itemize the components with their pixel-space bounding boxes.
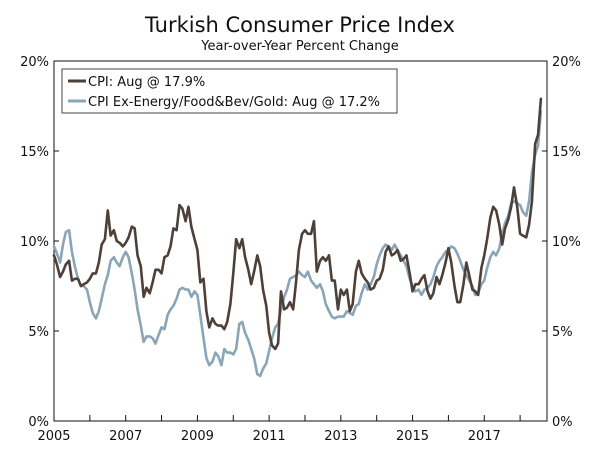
series-lines: [52, 97, 543, 378]
y-tick-label-left: 15%: [20, 145, 49, 160]
x-tick-label: 2013: [324, 429, 357, 444]
y-tick-label-right: 10%: [552, 235, 581, 250]
series-line-cpi: [52, 97, 543, 351]
chart-title: Turkish Consumer Price Index: [144, 13, 455, 37]
x-tick-label: 2015: [396, 429, 429, 444]
x-tick-label: 2009: [181, 429, 214, 444]
axis-ticks: 0% 0% 5% 5% 10% 10% 15% 15% 20% 20% 2005 2007 2009 20…: [20, 55, 581, 444]
x-tick-label: 2007: [109, 429, 142, 444]
y-tick-label-left: 20%: [20, 55, 49, 70]
legend: CPI: Aug @ 17.9% CPI Ex-Energy/Food&Bev/…: [61, 68, 398, 114]
x-tick-label: 2011: [253, 429, 286, 444]
x-tick-label: 2005: [37, 429, 70, 444]
y-tick-label-right: 0%: [552, 415, 573, 430]
y-tick-label-left: 0%: [28, 415, 49, 430]
legend-box: [61, 68, 398, 114]
series-line-cpi-ex: [52, 110, 543, 378]
chart-subtitle: Year-over-Year Percent Change: [200, 39, 398, 54]
y-tick-label-right: 20%: [552, 55, 581, 70]
legend-label-cpi-ex: CPI Ex-Energy/Food&Bev/Gold: Aug @ 17.2%: [88, 95, 380, 110]
y-tick-label-right: 15%: [552, 145, 581, 160]
y-tick-label-left: 5%: [28, 325, 49, 340]
y-tick-label-left: 10%: [20, 235, 49, 250]
y-tick-label-right: 5%: [552, 325, 573, 340]
legend-label-cpi: CPI: Aug @ 17.9%: [88, 75, 205, 90]
x-tick-label: 2017: [468, 429, 501, 444]
